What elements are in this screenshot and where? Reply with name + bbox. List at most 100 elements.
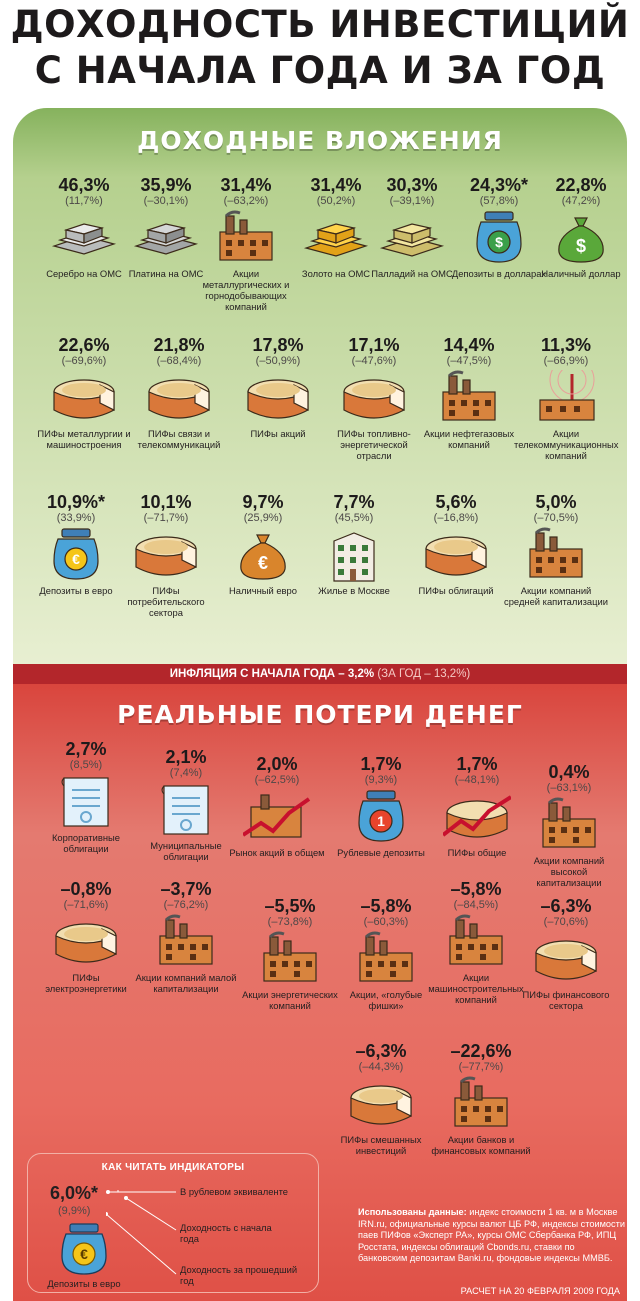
year-return: (8,5%): [69, 759, 103, 771]
factory-icon: [159, 914, 213, 965]
inflation-bar: ИНФЛЯЦИЯ С НАЧАЛА ГОДА – 3,2% (ЗА ГОД – …: [13, 664, 627, 684]
loss-item: –6,3% (–70,6%) ПИФы финансового сектора: [520, 897, 612, 1012]
asset-label: Палладий на ОМС: [371, 268, 453, 279]
title-line-1: ДОХОДНОСТЬ ИНВЕСТИЦИЙ: [10, 3, 630, 46]
asset-label: Наличный доллар: [541, 268, 621, 279]
year-return: (–44,3%): [358, 1061, 404, 1073]
asset-label: ПИФы связи и телекоммуникаций: [137, 428, 221, 450]
ytd-return: 7,7%: [333, 492, 375, 512]
loss-item: 1,7% (9,3%) 1 Рублевые депозиты: [335, 755, 427, 859]
ytd-return: 46,3%: [58, 175, 110, 195]
year-return: (50,2%): [316, 195, 356, 207]
asset-label: Муниципальные облигации: [150, 840, 222, 862]
year-return: (–66,9%): [543, 355, 589, 367]
asset-label: ПИФы электроэнергетики: [45, 972, 127, 994]
profitable-item: 10,9%* (33,9%) € Депозиты в евро: [30, 493, 122, 597]
profitable-section-title: ДОХОДНЫЕ ВЛОЖЕНИЯ: [137, 126, 503, 155]
pie-icon: [350, 1085, 412, 1125]
asset-label: Золото на ОМС: [301, 268, 371, 279]
loss-item: 2,1% (7,4%) Муниципальные облигации: [140, 747, 232, 863]
euro-jar-icon: €: [61, 1223, 107, 1275]
ytd-return: –3,7%: [160, 879, 212, 899]
legend-title: КАК ЧИТАТЬ ИНДИКАТОРЫ: [101, 1162, 245, 1173]
silver-bars-icon: [51, 223, 117, 255]
year-return: (–63,1%): [546, 782, 592, 794]
tower-icon: [539, 370, 595, 421]
platinum-bars-icon: [133, 223, 199, 255]
ytd-return: 1,7%: [456, 754, 498, 774]
sources-head: Использованы данные:: [358, 1207, 467, 1217]
dollar-jar-icon: $: [476, 211, 522, 263]
year-return: (–63,2%): [223, 195, 269, 207]
loss-item: –0,8% (–71,6%) ПИФы электроэнергетики: [40, 880, 132, 995]
ytd-return: 17,1%: [348, 335, 400, 355]
year-return: (57,8%): [479, 195, 519, 207]
year-return: (–50,9%): [255, 355, 301, 367]
pie-chart-line-icon: [443, 795, 511, 838]
asset-label: Платина на ОМС: [128, 268, 204, 279]
legend-connectors: [106, 1190, 177, 1275]
asset-label: ПИФы акций: [250, 428, 306, 439]
year-return: (–68,4%): [156, 355, 202, 367]
profitable-section: ДОХОДНЫЕ ВЛОЖЕНИЯ: [13, 108, 627, 664]
page-title: ДОХОДНОСТЬ ИНВЕСТИЦИЙ С НАЧАЛА ГОДА И ЗА…: [0, 2, 640, 94]
loss-item: –22,6% (–77,7%) Акции банков и финансовых …: [431, 1041, 530, 1157]
loss-item: 1,7% (–48,1%) ПИФы общие: [431, 754, 523, 858]
asset-label: ПИФы потребительского сектора: [127, 585, 205, 618]
asset-label: Акции металлургических и горнодобывающих…: [202, 268, 290, 312]
year-return: (–69,6%): [61, 355, 107, 367]
ytd-return: –22,6%: [450, 1041, 512, 1061]
ytd-return: –5,8%: [360, 896, 412, 916]
bond-icon: [61, 777, 109, 827]
ytd-return: 5,0%: [535, 492, 577, 512]
factory-icon: [529, 527, 583, 578]
asset-label: Акции энергетических компаний: [242, 989, 338, 1011]
asset-label: Акции машиностроительных компаний: [428, 972, 524, 1005]
legend-pct: 6,0%*: [50, 1183, 99, 1203]
euro-bag-icon: €: [240, 534, 286, 580]
profitable-item: 22,6% (–69,6%) ПИФы металлургии и машиност…: [37, 336, 130, 451]
year-return: (–84,5%): [453, 899, 499, 911]
year-return: (–77,7%): [458, 1061, 504, 1073]
profitable-item: 30,3% (–39,1%) Палладий на ОМС: [366, 176, 458, 280]
ytd-return: 11,3%: [540, 335, 592, 355]
palladium-bars-icon: [379, 223, 445, 257]
asset-label: Акции нефтегазовых компаний: [423, 428, 515, 450]
year-return: (9,3%): [364, 774, 398, 786]
year-return: (47,2%): [561, 195, 601, 207]
ytd-return: 24,3%*: [469, 175, 529, 195]
factory-icon: [542, 797, 596, 848]
sources-note: Использованы данные: индекс стоимости 1 …: [358, 1207, 626, 1265]
asset-label: Корпоративные облигации: [51, 832, 121, 854]
ytd-return: 10,1%: [140, 492, 192, 512]
asset-label: Рынок акций в общем: [229, 847, 325, 858]
pie-icon: [55, 923, 117, 963]
profitable-item: 7,7% (45,5%) Жилье в Москве: [308, 492, 400, 597]
profitable-item: 5,0% (–70,5%) Акции компаний средней капит…: [504, 492, 608, 608]
profitable-item: 14,4% (–47,5%) Акции нефтегазовых компаний: [423, 336, 515, 451]
profitable-item: 17,1% (–47,6%) ПИФы топливно-энергетическо…: [328, 335, 420, 462]
ytd-return: 2,0%: [256, 754, 298, 774]
bond-icon: [161, 785, 209, 835]
profitable-item: 11,3% (–66,9%) Акции телекоммуникационных …: [514, 335, 618, 462]
calc-date: РАСЧЕТ НА 20 ФЕВРАЛЯ 2009 ГОДА: [460, 1286, 620, 1296]
year-return: (–30,1%): [143, 195, 189, 207]
asset-label: Жилье в Москве: [318, 585, 390, 596]
loss-item: 2,7% (8,5%) Корпоративные облигации: [40, 740, 132, 855]
loss-item: 0,4% (–63,1%) Акции компаний высокой капит…: [523, 762, 615, 889]
asset-label: ПИФы топливно-энергетической отрасли: [337, 428, 411, 461]
year-return: (–71,7%): [143, 512, 189, 524]
factory-icon: [263, 931, 317, 982]
house-icon: [333, 532, 375, 582]
year-return: (–70,6%): [543, 916, 589, 928]
inflation-ytd: ИНФЛЯЦИЯ С НАЧАЛА ГОДА – 3,2%: [169, 668, 375, 680]
year-return: (11,7%): [65, 195, 103, 207]
profitable-item: 35,9% (–30,1%) Платина на ОМС: [120, 176, 212, 280]
ytd-return: –6,3%: [355, 1041, 407, 1061]
ytd-return: 0,4%: [548, 762, 590, 782]
ytd-return: 2,1%: [165, 747, 207, 767]
profitable-item: 9,7% (25,9%) € Наличный евро: [217, 493, 309, 597]
asset-label: ПИФы облигаций: [418, 585, 494, 596]
year-return: (–71,6%): [63, 899, 109, 911]
legend-explain-ruble: В рублевом эквиваленте: [180, 1186, 288, 1197]
